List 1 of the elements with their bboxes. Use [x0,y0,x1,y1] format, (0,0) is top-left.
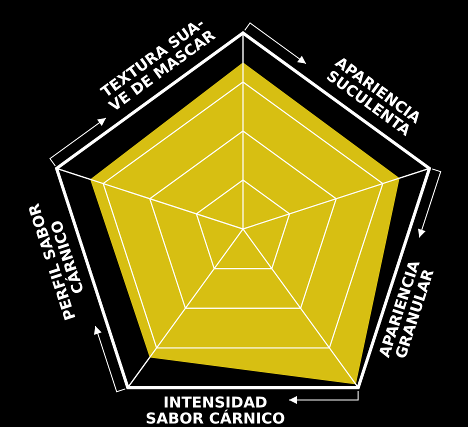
spoke-label: INTENSIDAD SABOR CÁRNICO [146,393,286,427]
